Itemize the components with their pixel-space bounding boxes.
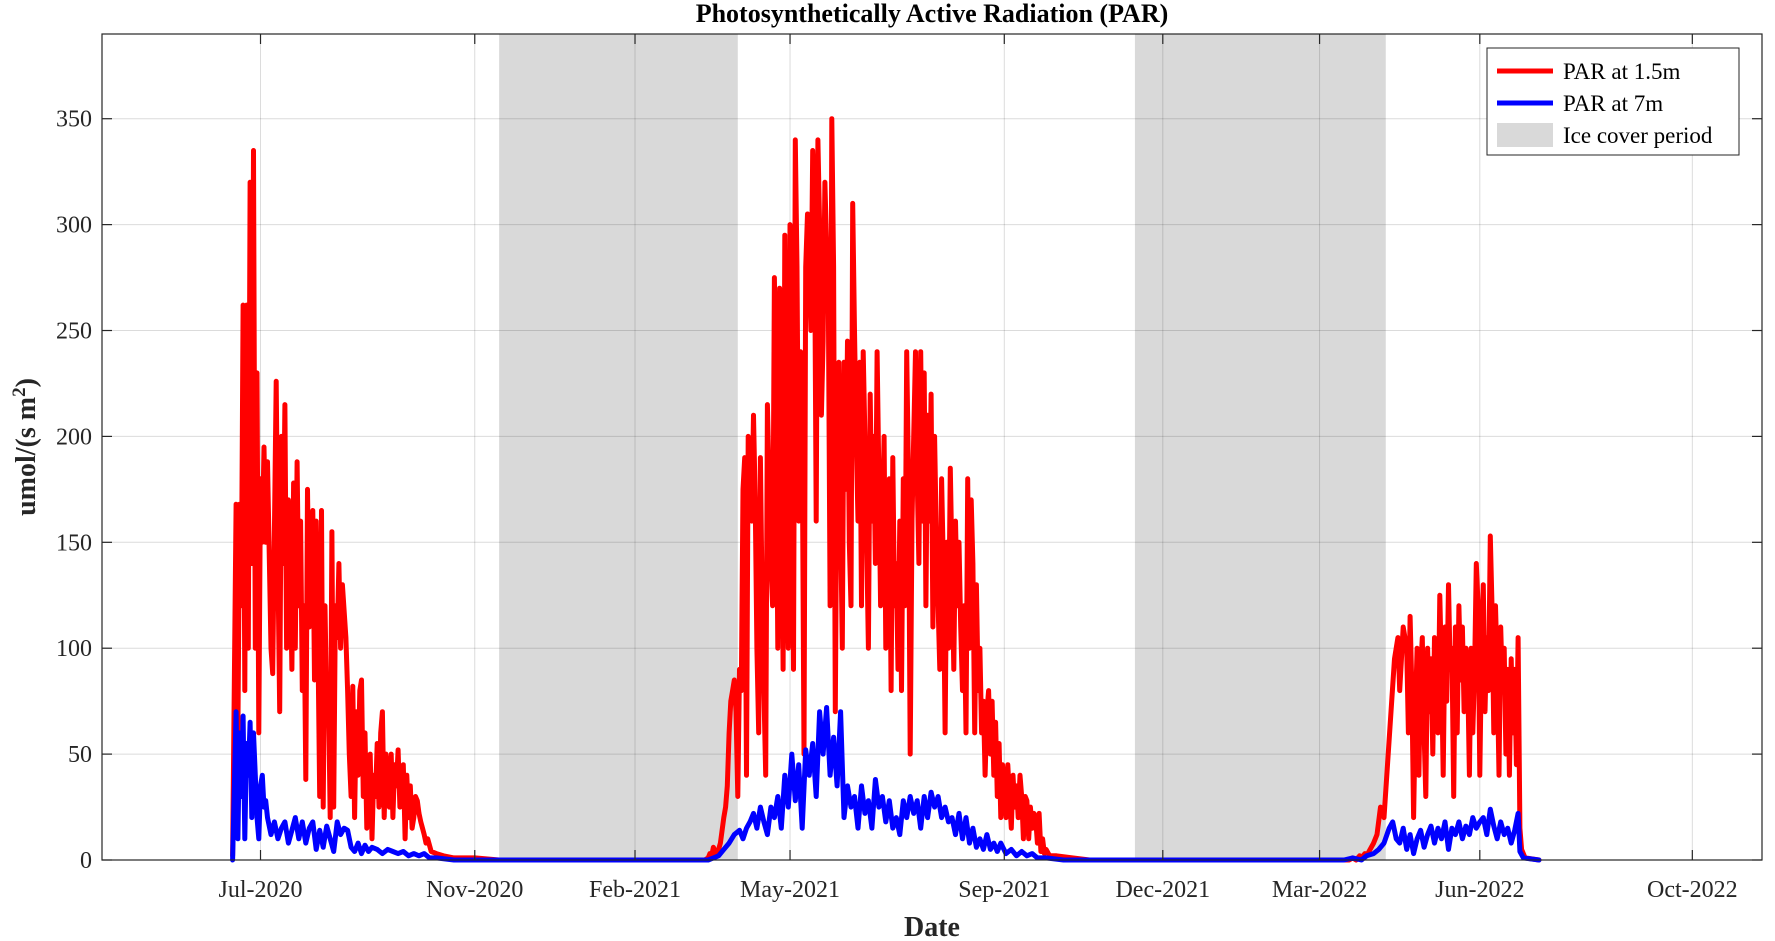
series-line-par-1-5m xyxy=(230,116,1542,863)
legend-label-3: Ice cover period xyxy=(1563,123,1713,148)
legend-items: PAR at 1.5m PAR at 7m Ice cover period xyxy=(1497,59,1713,148)
x-tick-label: May-2021 xyxy=(740,877,840,903)
x-tick-label: Oct-2022 xyxy=(1647,877,1738,903)
x-axis-ticks: Jul-2020 Nov-2020 Feb-2021 May-2021 Sep-2021… xyxy=(219,34,1738,903)
chart-title: Photosynthetically Active Radiation (PAR… xyxy=(696,0,1169,28)
y-tick-label: 100 xyxy=(56,636,92,662)
y-axis-label-superscript: 2 xyxy=(9,387,30,397)
x-tick-label: Jun-2022 xyxy=(1435,877,1524,903)
y-axis-label: umol/(s m2) xyxy=(9,378,42,516)
x-tick-label: Feb-2021 xyxy=(589,877,681,903)
legend-label-1: PAR at 1.5m xyxy=(1563,59,1680,84)
x-tick-label: Dec-2021 xyxy=(1115,877,1210,903)
x-axis-label: Date xyxy=(904,912,960,941)
y-tick-label: 250 xyxy=(56,319,92,345)
series-line-par-7m xyxy=(230,705,1542,863)
y-tick-label: 0 xyxy=(80,848,92,874)
x-tick-label: Jul-2020 xyxy=(219,877,303,903)
ice-cover-band-1 xyxy=(499,34,738,860)
ice-cover-band-2 xyxy=(1134,34,1386,860)
y-axis-label-text: umol/(s m xyxy=(11,397,42,516)
x-tick-label: Nov-2020 xyxy=(426,877,523,903)
ice-cover-layer xyxy=(499,34,1386,860)
legend: PAR at 1.5m PAR at 7m Ice cover period xyxy=(1486,47,1740,156)
series-layer xyxy=(230,116,1542,863)
x-tick-label: Sep-2021 xyxy=(958,877,1050,903)
legend-swatch-3 xyxy=(1497,123,1553,147)
x-tick-label: Mar-2022 xyxy=(1272,877,1368,903)
y-tick-label: 50 xyxy=(68,742,92,768)
y-axis-ticks: 0 50 100 150 200 250 300 350 xyxy=(56,107,1762,874)
legend-label-2: PAR at 7m xyxy=(1563,91,1663,116)
y-tick-label: 200 xyxy=(56,424,92,450)
plot-area-frame xyxy=(101,33,1763,861)
y-tick-label: 150 xyxy=(56,530,92,556)
y-axis-label-close: ) xyxy=(11,378,42,387)
y-tick-label: 300 xyxy=(56,213,92,239)
y-tick-label: 350 xyxy=(56,107,92,133)
